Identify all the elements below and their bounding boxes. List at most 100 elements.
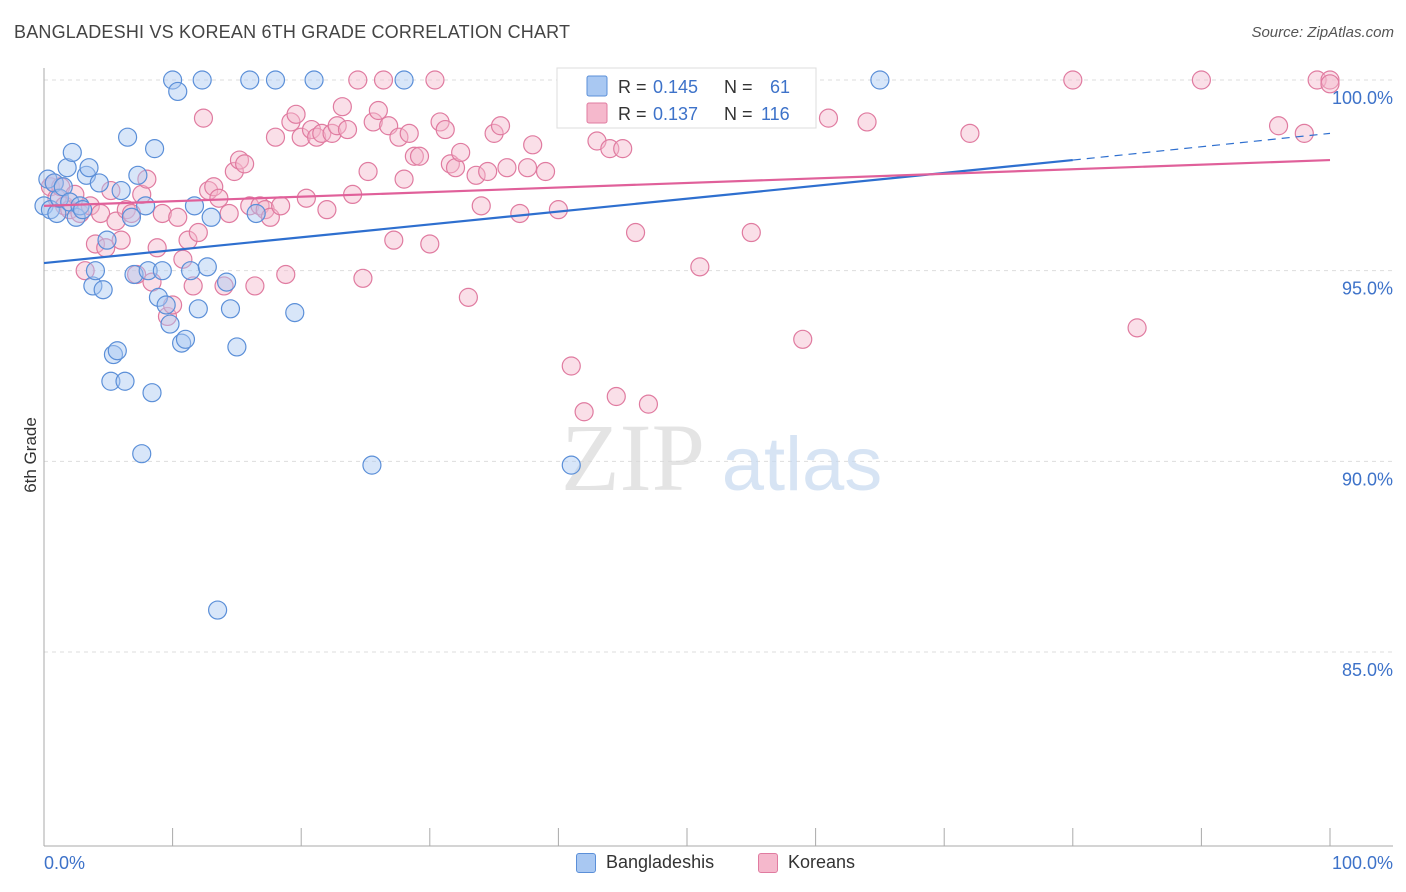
korean-point-64 [363,112,383,132]
korean-point-15 [111,230,131,250]
korean-point-41 [245,276,265,296]
korean-point-88 [510,203,530,224]
korean-point-97 [606,386,626,407]
korean-point-77 [435,119,455,140]
korean-point-39 [235,154,255,174]
korean-point-54 [312,123,332,143]
legend-swatch-pink [758,852,778,873]
bangladeshi-trend-extension [1072,132,1331,161]
legend-r-value-1: 0.145 [653,77,698,97]
bangladeshi-point-24 [115,371,135,391]
legend-item-bangladeshis[interactable]: Bangladeshis [576,852,714,873]
korean-point-112 [1294,123,1314,143]
legend-n-label-1: N = [724,77,753,97]
legend-swatch-blue [576,852,596,873]
korean-point-99 [625,222,646,243]
bangladeshi-point-33 [144,139,165,159]
korean-point-107 [960,123,980,143]
bangladeshi-point-35 [152,261,172,281]
series-bangladeshis-points [34,70,890,620]
korean-point-94 [574,402,594,422]
bangladeshi-point-30 [135,196,156,216]
bangladeshi-point-50 [220,299,241,319]
bangladeshi-point-53 [246,203,266,224]
korean-point-108 [1063,70,1083,90]
korean-point-34 [209,188,229,208]
korean-point-106 [857,112,877,132]
korean-point-63 [358,161,378,182]
y-axis-label: 6th Grade [21,417,40,493]
bangladeshi-point-29 [132,444,152,464]
korean-point-22 [147,238,167,258]
bangladeshi-point-40 [172,333,192,353]
watermark-atlas: atlas [722,422,883,507]
y-tick-label-0: 85.0% [1342,660,1393,680]
legend-swatch-bangladeshis [586,75,608,97]
korean-point-91 [535,161,556,182]
bangladeshi-point-57 [362,455,382,475]
korean-point-55 [317,200,337,220]
legend-r-label-2: R = [618,104,647,124]
bangladeshi-point-44 [188,299,208,319]
bangladeshi-point-17 [89,173,109,193]
bangladeshi-point-9 [62,142,82,163]
bangladeshi-point-58 [394,70,414,90]
korean-point-87 [497,158,517,178]
korean-point-13 [101,180,121,201]
korean-point-80 [451,142,471,163]
korean-point-109 [1127,318,1147,338]
bangladeshi-point-42 [181,261,201,281]
bangladeshi-point-39 [168,81,188,102]
korean-point-57 [327,116,347,136]
bangladeshi-point-46 [197,257,217,277]
korean-point-82 [466,165,486,185]
korean-point-90 [523,135,543,155]
korean-point-92 [548,200,569,220]
korean-point-61 [348,70,368,90]
bangladeshi-point-41 [175,329,196,349]
korean-point-49 [286,104,306,124]
bangladeshi-point-19 [97,230,117,250]
bangladeshi-trend-line [43,158,1073,265]
bangladeshi-point-60 [870,70,890,90]
series-legend: Bangladeshis Koreans [0,852,1406,878]
bangladeshi-point-25 [117,127,138,147]
korean-point-86 [490,116,511,136]
korean-point-81 [458,287,478,307]
chart-source: Source: ZipAtlas.com [1251,24,1394,41]
bangladeshi-point-47 [201,207,221,227]
korean-point-85 [484,123,504,143]
korean-point-47 [276,264,296,285]
legend-item-koreans[interactable]: Koreans [758,852,855,873]
korean-point-59 [337,119,358,140]
x-tick-label-min: 0.0% [44,853,85,873]
korean-point-46 [271,196,291,216]
bangladeshi-point-21 [103,344,124,365]
korean-point-50 [291,127,311,147]
korean-point-73 [409,146,430,166]
chart-title: BANGLADESHI VS KOREAN 6TH GRADE CORRELAT… [14,22,571,42]
bangladeshi-point-59 [561,455,581,475]
korean-point-37 [224,161,244,182]
korean-point-84 [478,161,498,182]
bangladeshi-point-52 [240,70,260,90]
korean-point-29 [183,276,203,296]
korean-point-53 [307,127,327,147]
korean-point-23 [152,203,172,224]
bangladeshi-point-38 [163,70,183,90]
korean-point-79 [445,158,466,178]
legend-swatch-koreans [586,102,608,124]
korean-point-104 [793,329,813,349]
korean-point-40 [240,196,260,216]
korean-point-68 [384,230,404,250]
watermark-zip: ZIP [561,404,705,511]
watermark: ZIP atlas [561,404,882,511]
x-tick-label-max: 100.0% [1332,853,1393,873]
bangladeshi-point-48 [208,600,228,620]
bangladeshi-point-22 [107,341,127,361]
korean-point-71 [399,123,419,143]
y-tick-labels: 85.0% 90.0% 95.0% 100.0% [1332,88,1393,680]
korean-point-65 [368,100,388,121]
korean-point-66 [373,70,394,90]
